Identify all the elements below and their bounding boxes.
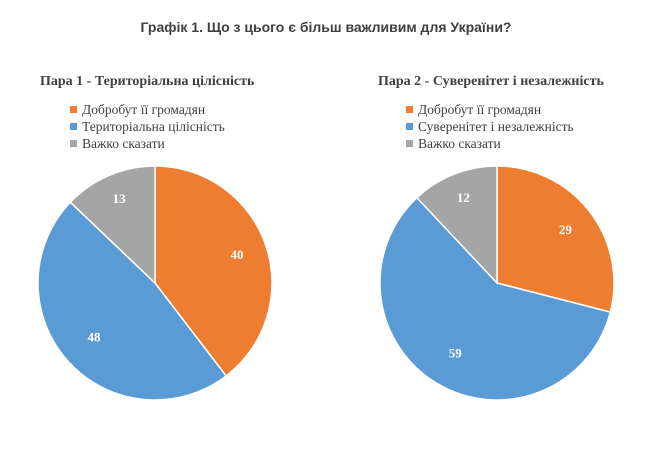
main-title: Графік 1. Що з цього є більш важливим дл…: [140, 19, 512, 35]
legend-label: Територіальна цілісність: [82, 119, 225, 134]
chart-1-title: Пара 1 - Територіальна цілісність: [40, 74, 255, 89]
chart-2-legend: Добробут її громадян Суверенітет і незал…: [406, 101, 574, 152]
data-label: 40: [231, 247, 244, 262]
legend-item: Важко сказати: [406, 135, 574, 152]
pie-slice: [496, 165, 615, 314]
legend-swatch: [70, 140, 77, 147]
data-label: 48: [88, 330, 102, 345]
legend-swatch: [70, 123, 77, 130]
legend-label: Важко сказати: [82, 136, 165, 151]
data-label: 29: [559, 222, 573, 237]
pie-chart-1: 40 48 13: [37, 165, 273, 401]
legend-label: Важко сказати: [418, 136, 501, 151]
legend-label: Добробут її громадян: [82, 102, 206, 117]
legend-item: Добробут її громадян: [70, 101, 225, 118]
legend-swatch: [70, 106, 77, 113]
pie-slice: [37, 201, 228, 401]
legend-item: Територіальна цілісність: [70, 118, 225, 135]
pie-slice: [69, 165, 156, 285]
data-label: 59: [449, 345, 463, 360]
legend-swatch: [406, 123, 413, 130]
legend-item: Суверенітет і незалежність: [406, 118, 574, 135]
data-label: 12: [457, 190, 470, 205]
legend-label: Добробут її громадян: [418, 102, 542, 117]
chart-2-title: Пара 2 - Суверенітет і незалежність: [378, 74, 604, 89]
legend-swatch: [406, 140, 413, 147]
pie-slice: [154, 165, 273, 377]
legend-item: Добробут її громадян: [406, 101, 574, 118]
data-label: 13: [113, 191, 127, 206]
legend-item: Важко сказати: [70, 135, 225, 152]
pie-slice: [379, 196, 612, 401]
pie-chart-2: 29 59 12: [379, 165, 615, 401]
legend-swatch: [406, 106, 413, 113]
chart-1-legend: Добробут її громадян Територіальна ціліс…: [70, 101, 225, 152]
legend-label: Суверенітет і незалежність: [418, 119, 574, 134]
pie-slice: [415, 165, 498, 285]
